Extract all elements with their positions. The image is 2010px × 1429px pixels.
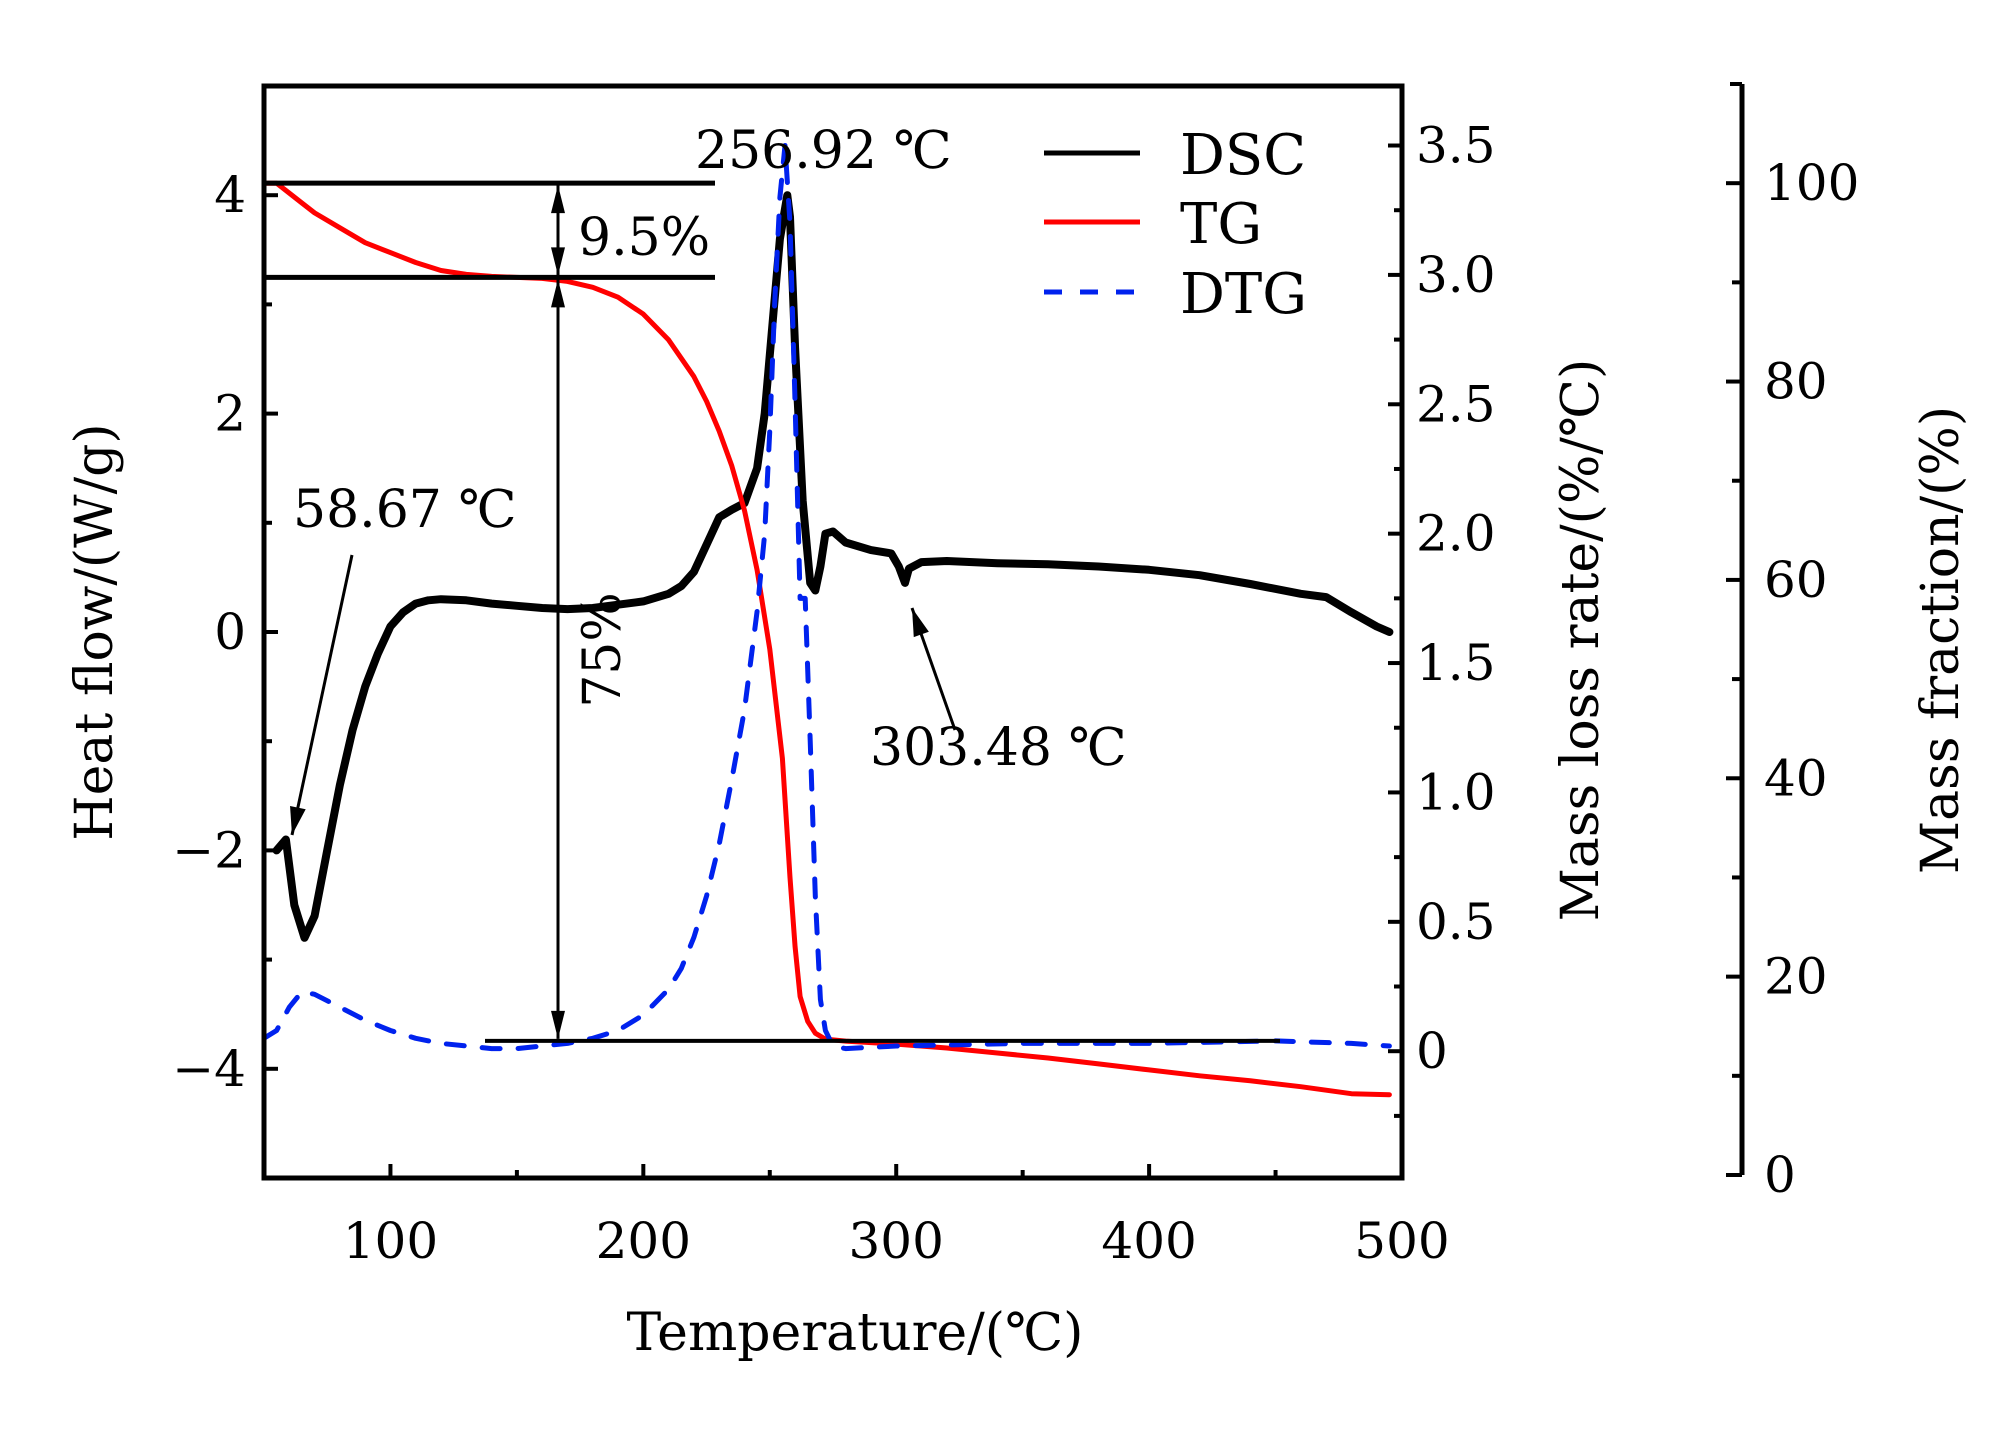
mass-fraction-tick-label: 0 [1764,1146,1796,1204]
annotations-layer [264,180,1280,1043]
heat-flow-tick-label: −2 [172,821,246,879]
x-tick-label: 400 [1101,1212,1196,1270]
series-layer [261,143,1394,1098]
legend-label-tg: TG [1180,192,1262,257]
legend-label-dsc: DSC [1180,123,1306,188]
annotation-9-5-percent: 9.5% [578,208,710,268]
mass-fraction-tick-label: 60 [1764,551,1828,609]
axes-layer: 100 200 300 400 500−4−202400.51.01.52.02.53.… [172,82,1859,1270]
arrow-75-percent-arrowhead [551,279,565,308]
x-tick-label: 500 [1354,1212,1449,1270]
annotation-58: 58.67 ℃ [293,480,517,540]
heat-flow-tick-label: 0 [214,603,246,661]
mass-fraction-axis-label: Mass fraction/(%) [1911,406,1971,874]
mass-loss-rate-tick-label: 0 [1416,1022,1448,1080]
heat-flow-tick-label: 4 [214,166,246,224]
arrow-9-5-percent-arrowhead [551,185,565,214]
arrow-303-arrowhead [912,608,929,638]
annotation-peak-256: 256.92 ℃ [695,121,952,181]
mass-loss-rate-tick-label: 1.5 [1416,634,1496,692]
x-axis-label: Temperature/(℃) [627,1303,1084,1363]
mass-fraction-tick-label: 100 [1764,154,1859,212]
x-tick-label: 300 [849,1212,944,1270]
mass-fraction-tick-label: 40 [1764,749,1828,807]
arrow-58-arrowhead [290,805,306,835]
series-tg [261,180,1392,1098]
mass-loss-rate-tick-label: 3.0 [1416,246,1496,304]
mass-fraction-tick-label: 20 [1764,948,1828,1006]
x-tick-label: 100 [343,1212,438,1270]
annotation-75-percent: 75% [573,592,633,708]
mass-loss-rate-tick-label: 0.5 [1416,893,1496,951]
series-dsc [272,191,1394,942]
heat-flow-tick-label: −4 [172,1040,246,1098]
x-tick-label: 200 [596,1212,691,1270]
mass-loss-rate-tick-label: 1.0 [1416,763,1496,821]
heat-flow-axis-label: Heat flow/(W/g) [65,423,125,840]
mass-loss-rate-tick-label: 2.5 [1416,375,1496,433]
legend: DSC TG DTG [1044,123,1307,327]
mass-loss-rate-axis-label: Mass loss rate/(%/℃) [1551,359,1611,922]
annotation-303: 303.48 ℃ [870,718,1127,778]
mass-loss-rate-tick-label: 2.0 [1416,505,1496,563]
mass-loss-rate-tick-label: 3.5 [1416,117,1496,175]
mass-fraction-tick-label: 80 [1764,353,1828,411]
arrow-9-5-percent-arrowhead [551,247,565,276]
heat-flow-tick-label: 2 [214,385,246,443]
arrow-58-shaft [290,554,354,836]
legend-label-dtg: DTG [1180,262,1307,327]
arrow-75-percent-arrowhead [551,1010,565,1039]
series-dtg [261,143,1392,1052]
